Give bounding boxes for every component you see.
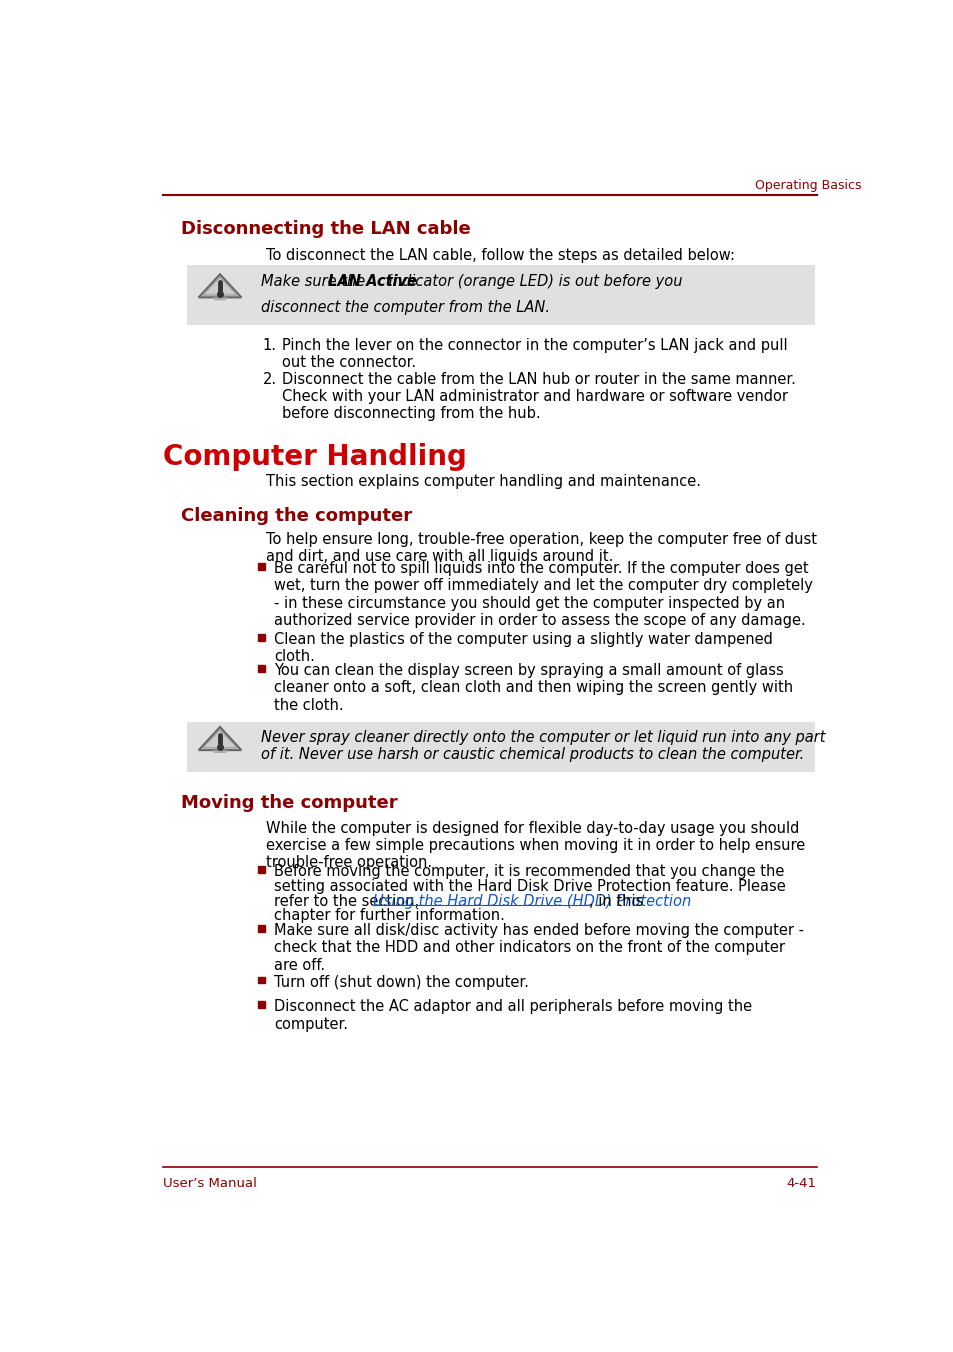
Polygon shape xyxy=(198,274,241,297)
Bar xyxy=(257,562,264,571)
Bar xyxy=(257,867,264,873)
Text: indicator (orange LED) is out before you: indicator (orange LED) is out before you xyxy=(384,274,682,289)
Text: LAN Active: LAN Active xyxy=(328,274,417,289)
Text: Clean the plastics of the computer using a slightly water dampened
cloth.: Clean the plastics of the computer using… xyxy=(274,631,772,664)
FancyBboxPatch shape xyxy=(187,722,815,772)
Text: Never spray cleaner directly onto the computer or let liquid run into any part
o: Never spray cleaner directly onto the co… xyxy=(261,730,824,763)
Bar xyxy=(257,665,264,672)
Text: Turn off (shut down) the computer.: Turn off (shut down) the computer. xyxy=(274,975,529,990)
Bar xyxy=(257,976,264,983)
Text: disconnect the computer from the LAN.: disconnect the computer from the LAN. xyxy=(261,300,550,315)
Text: You can clean the display screen by spraying a small amount of glass
cleaner ont: You can clean the display screen by spra… xyxy=(274,662,793,713)
Text: Operating Basics: Operating Basics xyxy=(754,180,861,192)
Text: Cleaning the computer: Cleaning the computer xyxy=(181,507,412,525)
Bar xyxy=(257,925,264,932)
Text: setting associated with the Hard Disk Drive Protection feature. Please: setting associated with the Hard Disk Dr… xyxy=(274,879,785,894)
Text: To help ensure long, trouble-free operation, keep the computer free of dust
and : To help ensure long, trouble-free operat… xyxy=(266,531,817,564)
Text: Make sure all disk/disc activity has ended before moving the computer -
check th: Make sure all disk/disc activity has end… xyxy=(274,923,803,973)
Text: To disconnect the LAN cable, follow the steps as detailed below:: To disconnect the LAN cable, follow the … xyxy=(266,249,735,264)
Text: Moving the computer: Moving the computer xyxy=(181,794,397,811)
Text: Before moving the computer, it is recommended that you change the: Before moving the computer, it is recomm… xyxy=(274,864,783,880)
Bar xyxy=(257,1000,264,1009)
Bar xyxy=(257,634,264,641)
Text: 2.: 2. xyxy=(262,372,276,387)
Text: Using the Hard Disk Drive (HDD) Protection: Using the Hard Disk Drive (HDD) Protecti… xyxy=(373,894,691,909)
Text: Disconnecting the LAN cable: Disconnecting the LAN cable xyxy=(181,220,471,238)
Text: While the computer is designed for flexible day-to-day usage you should
exercise: While the computer is designed for flexi… xyxy=(266,821,805,871)
Text: refer to the section,: refer to the section, xyxy=(274,894,423,909)
Text: User’s Manual: User’s Manual xyxy=(163,1178,257,1190)
Text: , in this: , in this xyxy=(588,894,642,909)
Text: Disconnect the AC adaptor and all peripherals before moving the
computer.: Disconnect the AC adaptor and all periph… xyxy=(274,999,752,1032)
Polygon shape xyxy=(213,750,227,753)
Text: chapter for further information.: chapter for further information. xyxy=(274,909,504,923)
Text: This section explains computer handling and maintenance.: This section explains computer handling … xyxy=(266,475,700,489)
Text: Make sure the: Make sure the xyxy=(261,274,370,289)
Text: Disconnect the cable from the LAN hub or router in the same manner.
Check with y: Disconnect the cable from the LAN hub or… xyxy=(282,372,795,422)
Text: 1.: 1. xyxy=(262,338,276,353)
Text: 4-41: 4-41 xyxy=(786,1178,816,1190)
Text: Computer Handling: Computer Handling xyxy=(163,443,467,472)
Polygon shape xyxy=(213,297,227,300)
Text: Pinch the lever on the connector in the computer’s LAN jack and pull
out the con: Pinch the lever on the connector in the … xyxy=(282,338,787,370)
FancyBboxPatch shape xyxy=(187,265,815,324)
Text: Be careful not to spill liquids into the computer. If the computer does get
wet,: Be careful not to spill liquids into the… xyxy=(274,561,812,629)
Polygon shape xyxy=(198,727,241,750)
